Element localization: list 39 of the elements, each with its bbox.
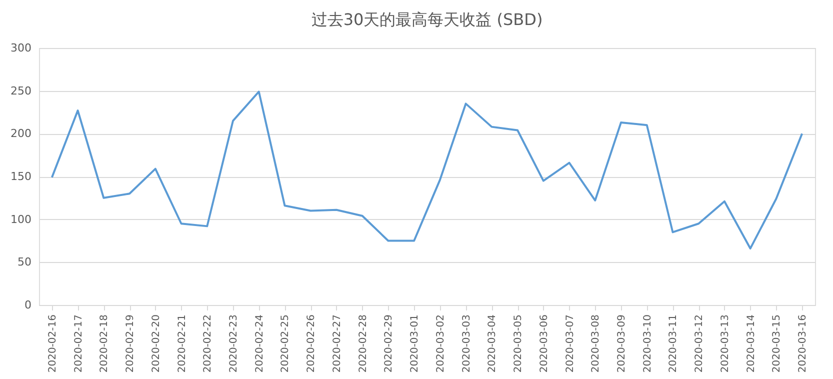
x-tick-label: 2020-03-14 bbox=[746, 314, 757, 373]
x-tick-label: 2020-02-16 bbox=[47, 314, 58, 373]
x-tick-label: 2020-02-21 bbox=[176, 314, 188, 373]
x-tick-label: 2020-03-12 bbox=[694, 314, 706, 373]
x-tick-label: 2020-03-05 bbox=[513, 314, 524, 373]
x-tick-label: 2020-03-03 bbox=[461, 314, 472, 373]
x-tick-label: 2020-03-04 bbox=[487, 314, 498, 373]
x-tick-label: 2020-03-01 bbox=[410, 314, 421, 373]
x-tick-label: 2020-03-15 bbox=[772, 314, 783, 373]
y-tick-label: 200 bbox=[10, 127, 32, 140]
x-tick-label: 2020-02-25 bbox=[280, 314, 292, 373]
x-tick-label: 2020-02-28 bbox=[358, 314, 369, 373]
x-tick-label: 2020-02-24 bbox=[254, 314, 266, 373]
x-tick-label: 2020-03-10 bbox=[642, 314, 654, 373]
x-tick-label: 2020-03-02 bbox=[435, 314, 446, 373]
y-tick-label: 150 bbox=[10, 170, 32, 183]
y-tick-label: 50 bbox=[18, 256, 32, 269]
x-tick-label: 2020-03-08 bbox=[590, 314, 602, 373]
x-tick-label: 2020-02-27 bbox=[332, 314, 343, 373]
x-tick-label: 2020-02-18 bbox=[99, 314, 110, 373]
y-tick-label: 250 bbox=[10, 84, 32, 98]
x-tick-label: 2020-02-29 bbox=[384, 314, 395, 373]
x-tick-label: 2020-02-19 bbox=[125, 314, 136, 373]
x-tick-label: 2020-03-11 bbox=[668, 314, 680, 373]
y-tick-label: 0 bbox=[24, 298, 32, 312]
x-tick-label: 2020-03-07 bbox=[564, 314, 576, 373]
line-series bbox=[50, 90, 804, 250]
x-tick-label: 2020-02-26 bbox=[306, 314, 318, 373]
x-tick-label: 2020-03-06 bbox=[538, 314, 550, 373]
x-tick-label: 2020-03-13 bbox=[720, 314, 731, 373]
x-tick-label: 2020-02-20 bbox=[150, 314, 162, 373]
x-tick-label: 2020-03-16 bbox=[798, 314, 809, 373]
y-tick-label: 300 bbox=[10, 42, 32, 54]
x-tick-label: 2020-02-23 bbox=[228, 314, 240, 373]
chart-title: 过去30天的最高每天收益 (SBD) bbox=[311, 10, 543, 29]
x-tick-label: 2020-02-22 bbox=[202, 314, 214, 373]
y-tick-label: 100 bbox=[10, 212, 32, 226]
x-tick-label: 2020-03-09 bbox=[616, 314, 628, 373]
x-tick-label: 2020-02-17 bbox=[73, 314, 84, 373]
